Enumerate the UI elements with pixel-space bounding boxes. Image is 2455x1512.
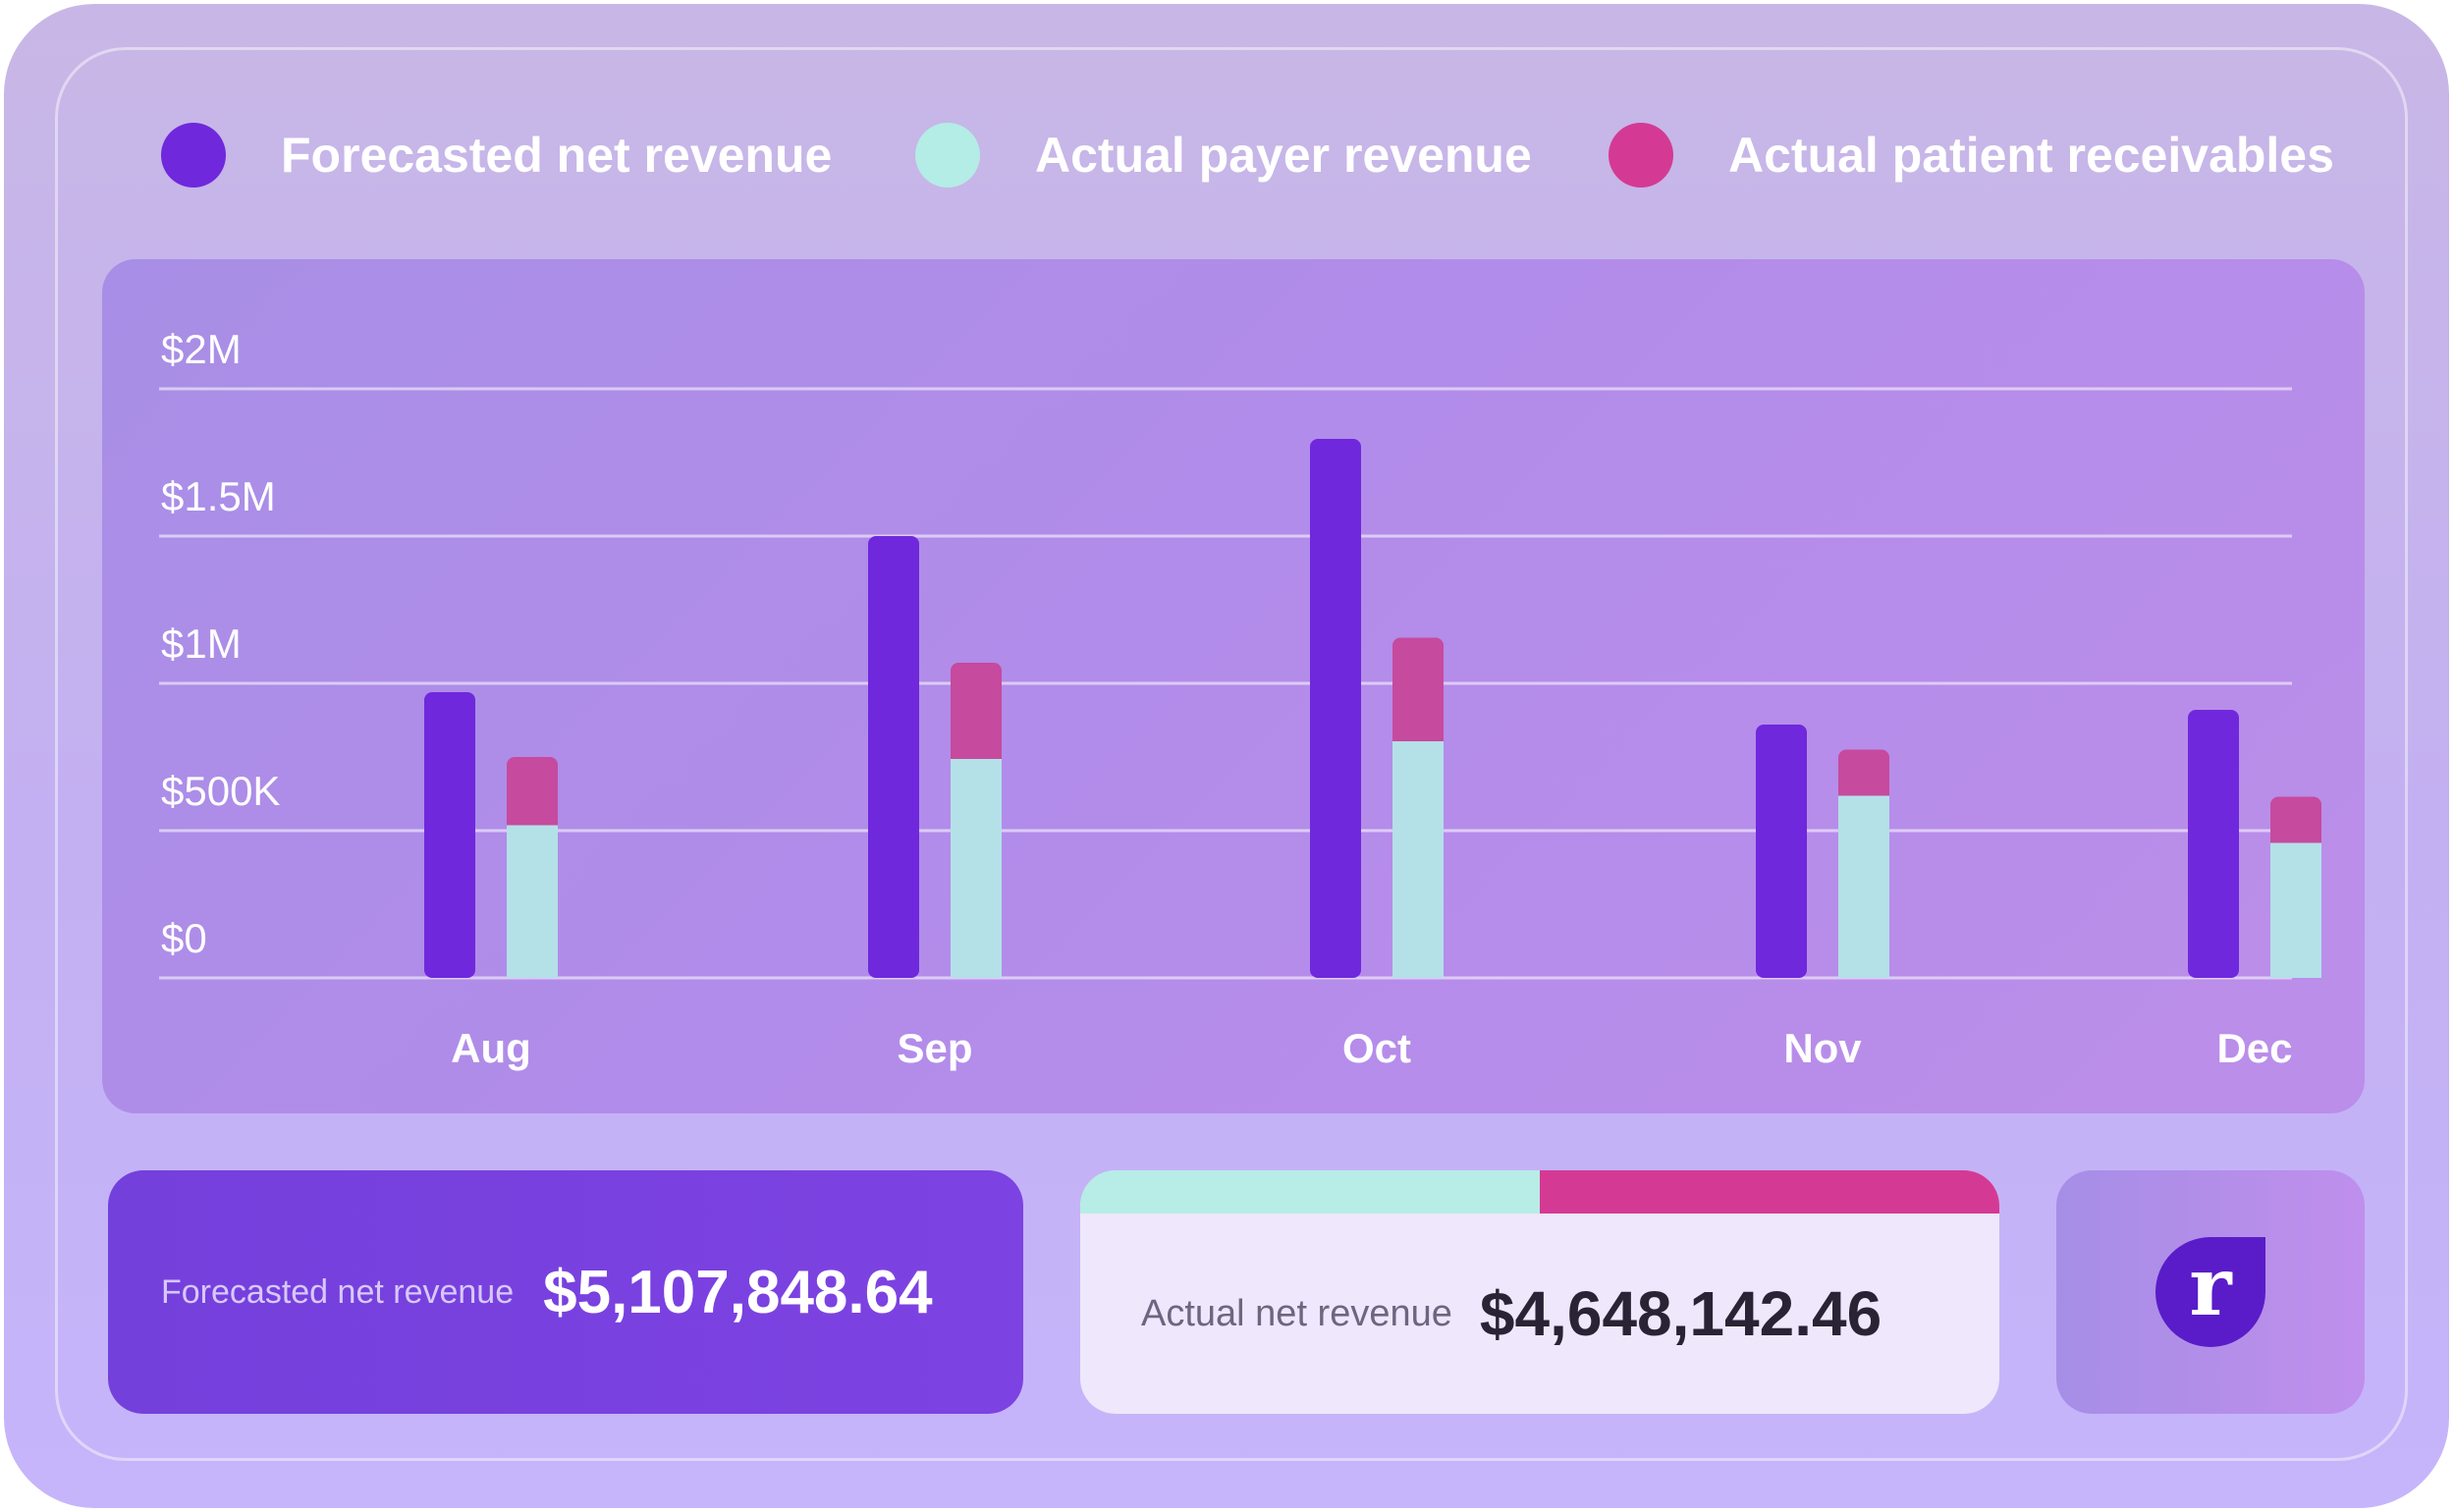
- bar-chart: $0 $500K $1M $1.5M $2M Aug Sep Oct Nov Dec: [159, 326, 2321, 1071]
- actual-split-payer-segment: [1080, 1170, 1540, 1214]
- logo-card: r: [2056, 1170, 2365, 1414]
- bar-actual-patient-cap: [2270, 835, 2321, 843]
- legend-dot-patient: [1609, 123, 1673, 188]
- bar-actual-payer: [1838, 793, 1889, 978]
- y-tick-label: $0: [161, 915, 207, 961]
- bar-actual-patient-cap: [951, 751, 1002, 759]
- bar-forecast: [868, 536, 919, 978]
- y-tick-label: $2M: [161, 326, 242, 372]
- y-tick-label: $1M: [161, 621, 242, 667]
- bar-actual-patient: [507, 757, 558, 826]
- x-tick-label: Dec: [2216, 1025, 2292, 1071]
- bar-actual-patient-cap: [1838, 787, 1889, 796]
- bar-actual-payer: [507, 823, 558, 978]
- legend-dot-forecast: [161, 123, 226, 188]
- y-tick-label: $500K: [161, 768, 280, 814]
- brand-logo-letter: r: [2189, 1240, 2232, 1334]
- bar-forecast: [2188, 710, 2239, 978]
- bar-actual-payer: [1392, 739, 1444, 978]
- bar-actual-patient: [1392, 637, 1444, 741]
- actual-summary-value: $4,648,142.46: [1479, 1278, 1882, 1349]
- brand-logo-icon: r: [2155, 1237, 2265, 1347]
- legend-dot-payer: [915, 123, 980, 188]
- bar-actual-patient: [1838, 749, 1889, 796]
- dashboard-card: Forecasted net revenue Actual payer reve…: [4, 4, 2449, 1508]
- y-tick-label: $1.5M: [161, 473, 276, 519]
- x-tick-label: Aug: [451, 1025, 531, 1071]
- bar-actual-patient: [951, 663, 1002, 759]
- actual-summary-card: Actual net revenue $4,648,142.46: [1080, 1170, 1999, 1414]
- forecast-summary-value: $5,107,848.64: [543, 1258, 933, 1326]
- legend-item-forecast: Forecasted net revenue: [161, 120, 832, 190]
- legend-label-forecast: Forecasted net revenue: [281, 128, 833, 183]
- bar-actual-patient-cap: [507, 817, 558, 826]
- actual-split-bar: [1080, 1170, 1999, 1214]
- inner-frame: [55, 47, 2408, 1461]
- forecast-summary-card: Forecasted net revenue $5,107,848.64: [108, 1170, 1023, 1414]
- bar-forecast: [1756, 725, 1807, 978]
- chart-panel: $0 $500K $1M $1.5M $2M Aug Sep Oct Nov Dec: [102, 259, 2365, 1113]
- x-tick-label: Sep: [897, 1025, 972, 1071]
- legend-label-payer: Actual payer revenue: [1035, 128, 1532, 183]
- actual-split-patient-segment: [1540, 1170, 1999, 1214]
- legend-item-patient: Actual patient receivables: [1609, 120, 2334, 190]
- x-tick-label: Nov: [1783, 1025, 1862, 1071]
- forecast-summary-label: Forecasted net revenue: [161, 1272, 515, 1311]
- bar-forecast: [1310, 439, 1361, 978]
- bar-actual-patient: [2270, 796, 2321, 843]
- bar-actual-payer: [2270, 840, 2321, 978]
- legend-label-patient: Actual patient receivables: [1728, 128, 2334, 183]
- bar-actual-payer: [951, 757, 1002, 978]
- bar-actual-patient-cap: [1392, 733, 1444, 741]
- actual-summary-label: Actual net revenue: [1141, 1292, 1452, 1334]
- x-tick-label: Oct: [1342, 1025, 1411, 1071]
- bar-forecast: [424, 692, 475, 978]
- legend-item-payer: Actual payer revenue: [915, 120, 1532, 190]
